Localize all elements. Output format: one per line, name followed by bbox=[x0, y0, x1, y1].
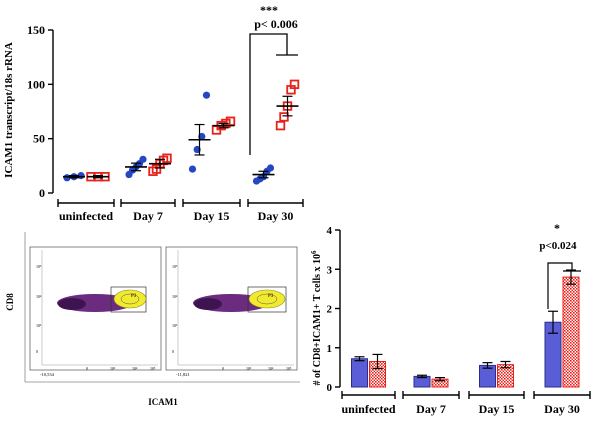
flow-y-axis-label: CD8 bbox=[5, 293, 15, 311]
bar-significance: * p<0.024 bbox=[539, 221, 581, 309]
bar-significance-stars: * bbox=[554, 221, 560, 235]
scatter-point bbox=[202, 91, 211, 99]
flow-tick-label: 10⁴ bbox=[132, 366, 138, 371]
scatter-pvalue: p< 0.006 bbox=[254, 17, 298, 31]
bar-category-label: Day 15 bbox=[479, 402, 515, 416]
bar-pvalue: p<0.024 bbox=[539, 240, 577, 252]
bar-chart: # of CD8+ICAM1+ T cells x 106 0 1 2 3 4 unin… bbox=[310, 221, 591, 416]
flow-tick-label: 0 bbox=[172, 349, 174, 354]
bar-marks bbox=[351, 269, 580, 388]
scatter-category-label: Day 7 bbox=[133, 209, 163, 223]
scatter-category-label: uninfected bbox=[59, 209, 113, 223]
flow-tick-label: 10⁵ bbox=[150, 366, 156, 371]
bar bbox=[562, 276, 580, 388]
scatter-y-ticks: 0 50 100 150 bbox=[27, 23, 53, 200]
flow-tick-label: 10³ bbox=[172, 323, 178, 328]
bar-ylabel-sup: 6 bbox=[310, 250, 318, 254]
flow-plot-1: 10⁵ 10⁴ 10³ 0 0 10³ 10⁴ 10⁵ P3 -10,534 bbox=[29, 246, 162, 378]
bar bbox=[351, 358, 368, 388]
scatter-y-tick-label: 150 bbox=[27, 23, 45, 37]
flow-corner-value: -11,821 bbox=[176, 372, 190, 378]
scatter-point bbox=[162, 153, 172, 163]
flow-tick-label: 10³ bbox=[246, 366, 252, 371]
flow-positive-population bbox=[248, 289, 286, 309]
bar-ylabel: # of CD8+ICAM1+ T cells x 106 bbox=[310, 250, 323, 386]
flow-tick-label: 10⁴ bbox=[268, 366, 274, 371]
scatter-category-label: Day 30 bbox=[258, 209, 294, 223]
flow-tick-label: 10³ bbox=[36, 323, 42, 328]
bar-ylabel-main: # of CD8+ICAM1+ T cells x 10 bbox=[312, 254, 323, 386]
flow-tick-label: 10⁵ bbox=[286, 366, 292, 371]
scatter-y-tick-label: 100 bbox=[27, 77, 45, 91]
scatter-y-tick-label: 50 bbox=[33, 132, 45, 146]
flow-gate bbox=[247, 286, 287, 313]
bar-y-tick-label: 1 bbox=[327, 343, 333, 355]
scatter-category-label: Day 15 bbox=[194, 209, 230, 223]
scatter-chart: ICAM1 transcript/18s rRNA 0 50 100 150 unin… bbox=[3, 3, 304, 223]
scatter-significance-stars: *** bbox=[260, 3, 278, 17]
scatter-significance-bracket bbox=[249, 33, 288, 155]
bar-category-label: Day 7 bbox=[416, 402, 446, 416]
flow-population-core bbox=[194, 298, 222, 310]
flow-x-axis-label: ICAM1 bbox=[148, 397, 178, 407]
scatter-x-axis: uninfected Day 7 Day 15 Day 30 bbox=[57, 199, 304, 223]
flow-gate-label: P3 bbox=[131, 294, 137, 299]
scatter-point bbox=[275, 120, 286, 131]
bar-category-label: Day 30 bbox=[544, 402, 580, 416]
flow-tick-label: 0 bbox=[36, 349, 38, 354]
bar-y-tick-label: 0 bbox=[327, 382, 333, 394]
bar-significance-bracket bbox=[547, 262, 573, 309]
flow-plot-2: 10⁵ 10⁴ 10³ 0 0 10³ 10⁴ 10⁵ P3 -11,821 bbox=[165, 246, 298, 378]
scatter-y-tick-label: 0 bbox=[39, 186, 45, 200]
flow-tick-label: 10⁴ bbox=[172, 294, 178, 299]
flow-tick-label: 0 bbox=[222, 366, 224, 371]
flow-corner-value: -10,534 bbox=[40, 372, 55, 378]
scatter-ylabel: ICAM1 transcript/18s rRNA bbox=[3, 42, 15, 178]
scatter-point bbox=[289, 79, 300, 90]
flow-panel: CD8 ICAM1 10⁵ 10⁴ 10³ 0 0 10³ 10⁴ 10⁵ P3… bbox=[5, 232, 300, 407]
bar-y-ticks: 0 1 2 3 4 bbox=[327, 225, 340, 394]
scatter-marks bbox=[63, 79, 300, 185]
bar-y-tick-label: 2 bbox=[327, 304, 333, 316]
flow-contour bbox=[256, 293, 278, 305]
flow-tick-label: 10⁵ bbox=[172, 264, 178, 269]
flow-population-core bbox=[58, 298, 86, 310]
scatter-point bbox=[279, 112, 289, 122]
bar-y-tick-label: 3 bbox=[327, 264, 333, 276]
scatter-point bbox=[266, 164, 275, 172]
scatter-significance: *** p< 0.006 bbox=[249, 3, 298, 155]
flow-contour bbox=[120, 293, 140, 305]
flow-tick-label: 0 bbox=[86, 366, 88, 371]
flow-tick-label: 10⁴ bbox=[36, 294, 42, 299]
flow-positive-population bbox=[113, 289, 147, 309]
flow-tick-label: 10⁵ bbox=[36, 264, 42, 269]
flow-gate-label: P3 bbox=[268, 294, 274, 299]
bar-x-axis: uninfected Day 7 Day 15 Day 30 bbox=[341, 391, 591, 416]
flow-tick-label: 10³ bbox=[110, 366, 116, 371]
scatter-point bbox=[139, 155, 147, 163]
bar-category-label: uninfected bbox=[342, 402, 396, 416]
scatter-point bbox=[188, 165, 197, 173]
bar-y-tick-label: 4 bbox=[327, 225, 333, 237]
